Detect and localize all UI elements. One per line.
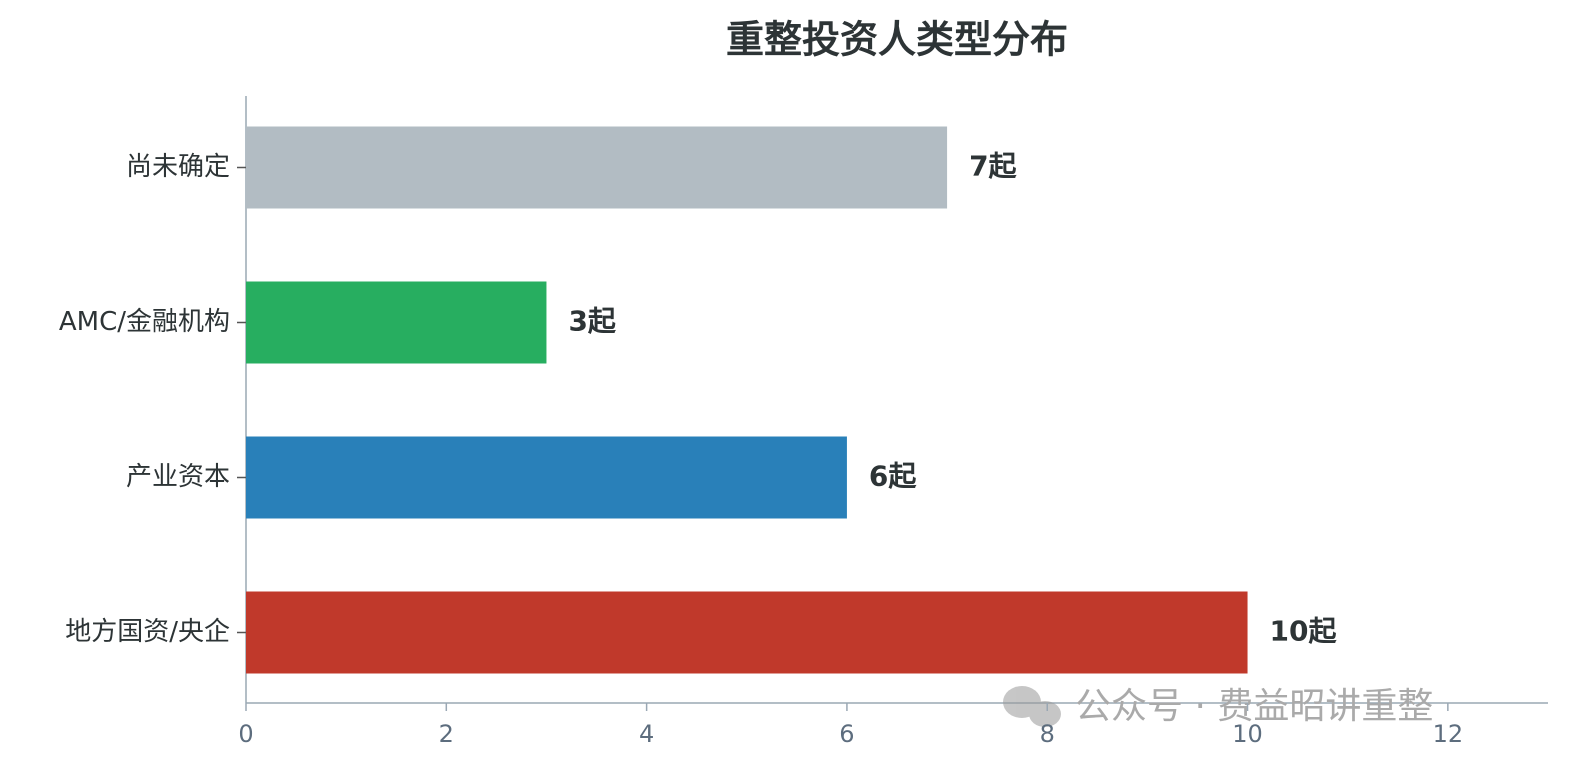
y-tick-label: AMC/金融机构 — [59, 307, 230, 337]
bar — [246, 591, 1248, 674]
y-tick-label: 产业资本 — [126, 462, 230, 492]
value-label: 3起 — [568, 305, 616, 338]
y-tick-label: 尚未确定 — [126, 152, 230, 182]
x-tick-label: 6 — [839, 720, 854, 748]
x-tick-label: 0 — [238, 720, 253, 748]
x-tick-label: 2 — [439, 720, 454, 748]
bar — [246, 281, 547, 364]
value-label: 10起 — [1270, 615, 1338, 648]
x-tick-label: 4 — [639, 720, 654, 748]
chart-title: 重整投资人类型分布 — [726, 18, 1068, 62]
y-tick-label: 地方国资/央企 — [65, 617, 230, 647]
bar — [246, 436, 847, 519]
bar — [246, 126, 948, 209]
x-tick-label: 10 — [1232, 720, 1263, 748]
watermark: 公众号 · 费益昭讲重整 — [1075, 686, 1433, 727]
x-tick-label: 12 — [1433, 720, 1464, 748]
value-label: 7起 — [969, 150, 1017, 183]
x-tick-label: 8 — [1040, 720, 1055, 748]
value-label: 6起 — [869, 460, 917, 493]
watermark-icon — [1003, 686, 1061, 727]
